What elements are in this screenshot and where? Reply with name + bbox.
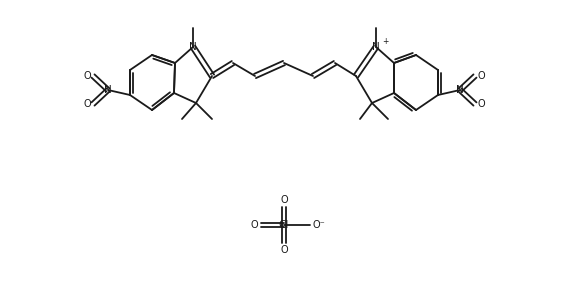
- Text: N: N: [104, 85, 112, 95]
- Text: O: O: [83, 99, 91, 109]
- Text: O: O: [83, 71, 91, 81]
- Text: N: N: [372, 42, 380, 52]
- Text: O: O: [280, 195, 288, 205]
- Text: Cl: Cl: [279, 220, 289, 230]
- Text: O: O: [250, 220, 258, 230]
- Text: O: O: [280, 245, 288, 255]
- Text: +: +: [382, 38, 388, 46]
- Text: O⁻: O⁻: [313, 220, 325, 230]
- Text: N: N: [189, 42, 197, 52]
- Text: O: O: [477, 99, 485, 109]
- Text: O: O: [477, 71, 485, 81]
- Text: N: N: [456, 85, 464, 95]
